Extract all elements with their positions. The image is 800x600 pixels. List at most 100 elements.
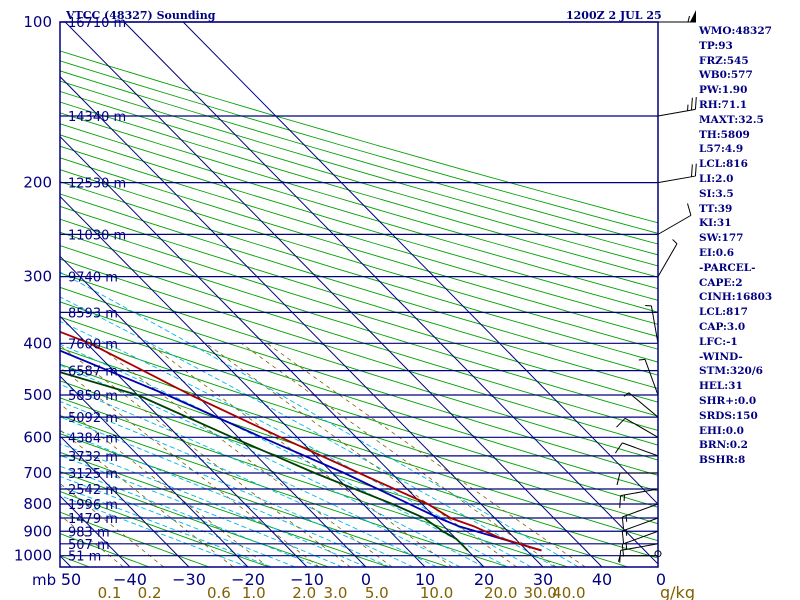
height-level-label: 12530 m: [68, 177, 126, 192]
mixing-ratio-line: [148, 342, 453, 567]
isotherm-line: [60, 195, 426, 567]
wind-barb: [657, 239, 678, 277]
mixing-ratio-label: 0.6: [207, 584, 231, 600]
isotherm-line: [60, 375, 249, 567]
wind-barb: [619, 488, 659, 508]
temperature-tick-label: −10: [290, 570, 324, 589]
index-item: CAP:3.0: [699, 320, 746, 333]
wind-barb: [619, 543, 659, 563]
dry-adiabat-line: [60, 301, 658, 492]
wind-barb: [645, 304, 659, 344]
wind-barb: [623, 392, 659, 418]
wind-barb-staff: [620, 543, 659, 551]
wind-barb-staff: [644, 359, 659, 396]
temperature-tick-label: 40: [592, 570, 612, 589]
dry-adiabat-line: [60, 331, 658, 525]
stability-indices-list: WMO:48327 TP:93 FRZ:545 WB0:577 PW:1.90 RH:71…: [699, 24, 772, 468]
index-item: BSHR:8: [699, 454, 746, 467]
dry-adiabat-line: [60, 112, 658, 290]
moist-adiabat-line: [60, 430, 390, 567]
dry-adiabat-line: [0, 22, 30, 567]
mixing-ratio-label: 0.1: [98, 584, 122, 600]
mixing-ratio-label: 30.0: [523, 584, 556, 600]
wind-barb-staff: [657, 175, 696, 184]
height-level-label: 8593 m: [68, 306, 118, 321]
wind-barb-halfflag: [625, 529, 628, 536]
wind-barb-staff: [620, 488, 659, 497]
wind-barb: [621, 503, 659, 530]
mixing-ratio-line: [60, 344, 351, 567]
isotherm-line: [182, 22, 658, 505]
wind-barb-flag: [621, 530, 625, 544]
chart-frame: [59, 21, 659, 568]
wind-barb-staff: [624, 417, 659, 438]
index-item: STM:320/6: [699, 365, 763, 378]
height-level-label: 3732 m: [68, 450, 118, 465]
dry-adiabat-line: [60, 433, 449, 567]
height-level-label: 11030 m: [68, 228, 126, 243]
wind-barb: [658, 10, 696, 23]
wind-barb-flag: [694, 163, 697, 177]
index-item: EHI:0.0: [699, 424, 744, 437]
sounding-profiles: [60, 330, 542, 552]
index-item: CINH:16803: [699, 291, 773, 304]
height-level-label: 3125 m: [68, 467, 118, 482]
wind-barb: [621, 530, 659, 557]
index-item: WB0:577: [699, 69, 753, 82]
temperature-tick-label: −30: [172, 570, 206, 589]
isotherm-line: [60, 315, 308, 567]
wind-barb-flag: [614, 442, 623, 454]
height-level-label: 9740 m: [68, 271, 118, 286]
temperature-trace: [60, 330, 542, 552]
wind-barb-flag: [621, 516, 625, 530]
height-level-label: 507 m: [68, 538, 110, 553]
wind-barb-flag: [619, 550, 622, 563]
dry-adiabat-line: [60, 70, 658, 245]
index-item: TT:39: [699, 202, 733, 215]
moist-adiabat-line: [60, 416, 414, 567]
index-item: LI:2.0: [699, 172, 734, 185]
pressure-tick-label: 600: [23, 428, 52, 446]
mixing-ratio-line: [60, 403, 269, 567]
wind-barb: [657, 163, 697, 184]
height-level-label: 5850 m: [68, 389, 118, 404]
height-level-label: 7600 m: [68, 337, 118, 352]
mixing-ratio-label: 5.0: [365, 584, 389, 600]
index-item: LCL:817: [699, 306, 748, 319]
height-level-label: 4384 m: [68, 431, 118, 446]
pressure-tick-label: 100: [23, 13, 52, 31]
dry-adiabat-line: [60, 205, 658, 390]
wind-barb-staff: [622, 517, 659, 532]
index-item: TH:5809: [699, 128, 750, 141]
index-item: TP:93: [699, 39, 733, 52]
dry-adiabat-line: [60, 90, 658, 267]
height-level-label: 5092 m: [68, 411, 118, 426]
pressure-tick-label: 500: [23, 386, 52, 404]
wind-barb-halfflag: [687, 15, 690, 23]
pressure-tick-label: 900: [23, 522, 52, 540]
index-item: BRN:0.2: [699, 439, 748, 452]
isotherm-line: [123, 22, 658, 565]
wind-barb-staff: [657, 243, 678, 277]
wind-barb-staff: [622, 503, 659, 518]
mixing-ratio-line: [94, 342, 393, 567]
wind-barb-pennant: [690, 10, 696, 22]
index-item: SI:3.5: [699, 187, 734, 200]
wind-barb-staff: [657, 214, 692, 235]
mixing-ratio-label: 2.0: [292, 584, 316, 600]
height-level-label: 6587 m: [68, 365, 118, 380]
isotherm-line: [60, 75, 544, 567]
wind-barbs: [614, 10, 697, 563]
wind-barb-flag: [694, 97, 697, 110]
wind-barb-flag: [690, 164, 693, 177]
dry-adiabat-line: [60, 272, 658, 461]
index-item: -PARCEL-: [699, 261, 756, 274]
wind-barb-flag: [616, 472, 621, 486]
station-title: VTCC (48327) Sounding: [66, 9, 216, 22]
pressure-tick-label: 1000: [14, 547, 52, 565]
moist-adiabat-line: [60, 443, 367, 567]
height-level-label: 2542 m: [68, 483, 118, 498]
temperature-tick-label: −40: [113, 570, 147, 589]
index-item: MAXT:32.5: [699, 113, 764, 126]
